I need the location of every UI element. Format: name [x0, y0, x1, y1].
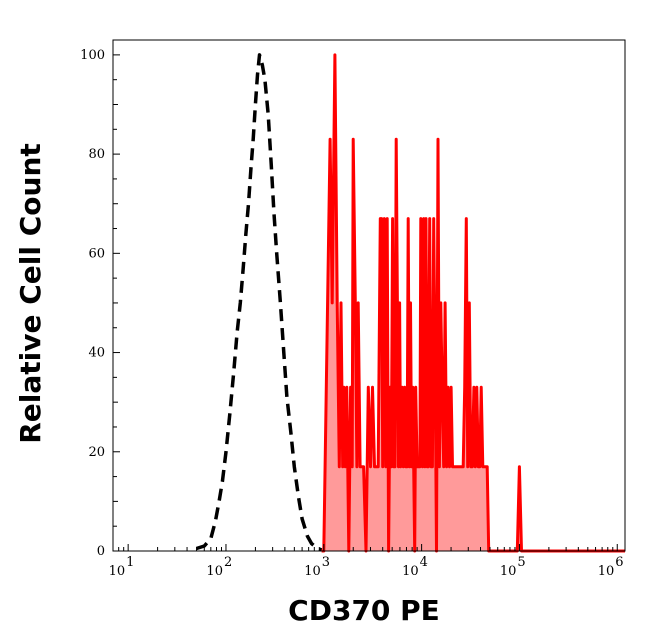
y-tick-label: 100 — [80, 48, 105, 63]
y-tick-label: 0 — [97, 544, 105, 559]
x-tick-exponent: 3 — [322, 555, 330, 570]
y-tick-label: 60 — [88, 246, 105, 261]
y-tick-label: 80 — [88, 147, 105, 162]
x-tick-label: 10 — [598, 564, 615, 579]
plot-area — [195, 53, 625, 553]
x-tick-exponent: 6 — [615, 555, 623, 570]
y-axis-title: Relative Cell Count — [14, 143, 47, 444]
y-tick-label: 40 — [88, 346, 105, 361]
x-tick-label: 10 — [206, 564, 223, 579]
x-tick-label: 10 — [109, 564, 126, 579]
x-tick-label: 10 — [500, 564, 517, 579]
plot-frame — [112, 39, 626, 552]
y-tick-label: 20 — [88, 445, 105, 460]
x-tick-label: 10 — [304, 564, 321, 579]
x-tick-exponent: 5 — [517, 555, 525, 570]
control-line-0 — [195, 53, 323, 552]
x-tick-exponent: 1 — [126, 555, 134, 570]
x-axis-title: CD370 PE — [288, 594, 440, 627]
x-tick-exponent: 2 — [224, 555, 232, 570]
x-tick-label: 10 — [402, 564, 419, 579]
x-tick-exponent: 4 — [420, 555, 428, 570]
